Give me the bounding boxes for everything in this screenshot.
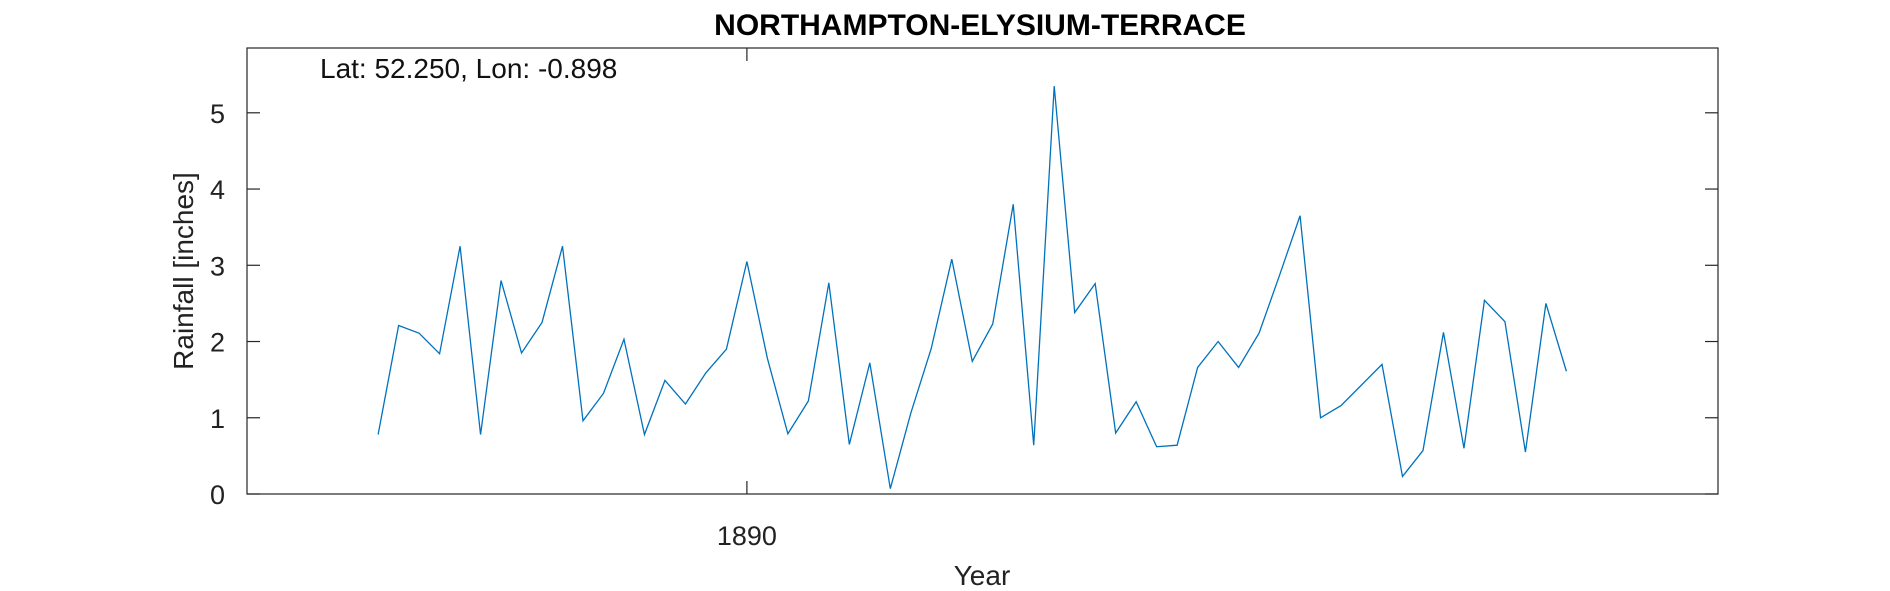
- data-point: [1340, 404, 1342, 406]
- data-point: [992, 323, 994, 325]
- data-point: [1033, 444, 1035, 446]
- data-point: [1176, 444, 1178, 446]
- data-point: [1401, 475, 1403, 477]
- data-point: [889, 487, 891, 489]
- data-point: [1422, 449, 1424, 451]
- data-point: [643, 433, 645, 435]
- data-point: [1217, 340, 1219, 342]
- data-point: [1012, 203, 1014, 205]
- y-tick-label: 0: [210, 480, 225, 510]
- data-point: [1381, 363, 1383, 365]
- data-point: [377, 433, 379, 435]
- data-point: [930, 347, 932, 349]
- data-point: [541, 321, 543, 323]
- data-point: [951, 258, 953, 260]
- data-point: [705, 372, 707, 374]
- data-point: [1258, 332, 1260, 334]
- data-point: [1463, 447, 1465, 449]
- data-point: [1545, 302, 1547, 304]
- y-axis: 0 1 2 3 4 5: [210, 99, 1718, 510]
- data-point: [520, 352, 522, 354]
- chart-title: NORTHAMPTON-ELYSIUM-TERRACE: [714, 9, 1246, 42]
- data-point: [725, 348, 727, 350]
- data-point: [397, 324, 399, 326]
- x-axis: 1890: [717, 48, 777, 551]
- data-point: [1114, 432, 1116, 434]
- data-point: [910, 412, 912, 414]
- data-point: [582, 420, 584, 422]
- x-tick-label: 1890: [717, 521, 777, 551]
- y-tick-label: 1: [210, 404, 225, 434]
- data-point: [848, 443, 850, 445]
- data-point: [1094, 282, 1096, 284]
- data-point: [623, 338, 625, 340]
- data-point: [1504, 321, 1506, 323]
- data-point: [1360, 384, 1362, 386]
- data-point: [869, 362, 871, 364]
- data-point: [459, 245, 461, 247]
- y-axis-label: Rainfall [inches]: [168, 172, 199, 370]
- data-point: [1237, 366, 1239, 368]
- location-annotation: Lat: 52.250, Lon: -0.898: [320, 53, 617, 84]
- data-point: [1053, 85, 1055, 87]
- data-point: [684, 403, 686, 405]
- data-point: [1155, 446, 1157, 448]
- x-axis-label: Year: [954, 560, 1011, 591]
- data-points: [377, 85, 1568, 490]
- data-point: [1524, 451, 1526, 453]
- data-point: [1196, 366, 1198, 368]
- data-point: [828, 282, 830, 284]
- data-point: [1299, 215, 1301, 217]
- data-point: [1442, 331, 1444, 333]
- data-point: [602, 392, 604, 394]
- plot-area-frame: [246, 47, 1719, 495]
- y-tick-label: 3: [210, 251, 225, 281]
- data-point: [746, 260, 748, 262]
- data-point: [1073, 311, 1075, 313]
- y-tick-label: 4: [210, 175, 225, 205]
- data-point: [1565, 370, 1567, 372]
- data-point: [787, 433, 789, 435]
- data-point: [1319, 417, 1321, 419]
- data-point: [1483, 299, 1485, 301]
- data-point: [1135, 401, 1137, 403]
- data-point: [561, 245, 563, 247]
- data-point: [971, 360, 973, 362]
- data-point: [418, 332, 420, 334]
- y-tick-label: 2: [210, 328, 225, 358]
- data-point: [1278, 274, 1280, 276]
- data-point: [664, 379, 666, 381]
- rainfall-series-line: [377, 86, 1568, 489]
- y-tick-label: 5: [210, 99, 225, 129]
- data-point: [807, 400, 809, 402]
- data-point: [438, 353, 440, 355]
- data-point: [500, 279, 502, 281]
- data-point: [479, 433, 481, 435]
- data-point: [766, 357, 768, 359]
